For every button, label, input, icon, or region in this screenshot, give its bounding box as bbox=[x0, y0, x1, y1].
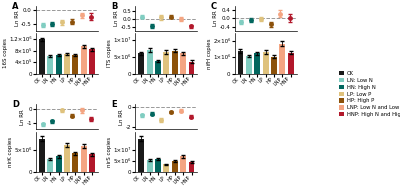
Text: Treatment: Treatment bbox=[399, 98, 400, 130]
Bar bbox=[39, 139, 45, 172]
Bar bbox=[288, 53, 294, 73]
Bar bbox=[164, 52, 169, 73]
Bar bbox=[89, 154, 95, 172]
Y-axis label: Ln RR: Ln RR bbox=[15, 10, 20, 26]
Bar bbox=[155, 159, 161, 172]
Text: D: D bbox=[12, 100, 20, 109]
Bar bbox=[64, 54, 70, 73]
Y-axis label: nirS copies: nirS copies bbox=[107, 137, 112, 167]
Text: A: A bbox=[12, 2, 19, 11]
Bar bbox=[81, 46, 87, 73]
Bar bbox=[164, 164, 169, 172]
Bar bbox=[271, 57, 277, 73]
Bar bbox=[180, 53, 186, 73]
Bar bbox=[238, 51, 244, 73]
Bar bbox=[280, 44, 285, 73]
Y-axis label: ITS copies: ITS copies bbox=[107, 40, 112, 67]
Bar bbox=[263, 52, 268, 73]
Bar bbox=[180, 156, 186, 172]
Bar bbox=[56, 55, 62, 73]
Text: B: B bbox=[112, 2, 118, 11]
Y-axis label: Ln RR: Ln RR bbox=[119, 109, 124, 125]
Legend: CK, LN: Low N, HN: High N, LP: Low P, HP: High P, LNP: Low N and Low P, HNP: Hig: CK, LN: Low N, HN: High N, LP: Low P, HP… bbox=[337, 69, 400, 119]
Bar bbox=[147, 50, 152, 73]
Y-axis label: Ln RR: Ln RR bbox=[20, 109, 25, 125]
Bar bbox=[56, 156, 62, 172]
Bar bbox=[172, 51, 178, 73]
Bar bbox=[172, 161, 178, 172]
Bar bbox=[47, 56, 53, 73]
Bar bbox=[138, 139, 144, 172]
Text: E: E bbox=[112, 100, 117, 109]
Bar bbox=[138, 53, 144, 73]
Y-axis label: Ln RR: Ln RR bbox=[114, 10, 119, 26]
Bar bbox=[81, 146, 87, 172]
Y-axis label: nirK copies: nirK copies bbox=[8, 137, 13, 167]
Bar bbox=[47, 159, 53, 172]
Bar bbox=[254, 53, 260, 73]
Bar bbox=[147, 160, 152, 172]
Bar bbox=[188, 62, 194, 73]
Bar bbox=[72, 55, 78, 73]
Bar bbox=[72, 153, 78, 172]
Y-axis label: nifH copies: nifH copies bbox=[207, 38, 212, 69]
Bar bbox=[64, 145, 70, 172]
Bar bbox=[39, 39, 45, 73]
Bar bbox=[155, 61, 161, 73]
Bar bbox=[188, 162, 194, 172]
Text: C: C bbox=[211, 2, 217, 11]
Bar bbox=[246, 56, 252, 73]
Bar bbox=[89, 49, 95, 73]
Y-axis label: Ln RR: Ln RR bbox=[213, 10, 218, 26]
Y-axis label: 16S copies: 16S copies bbox=[3, 39, 8, 68]
